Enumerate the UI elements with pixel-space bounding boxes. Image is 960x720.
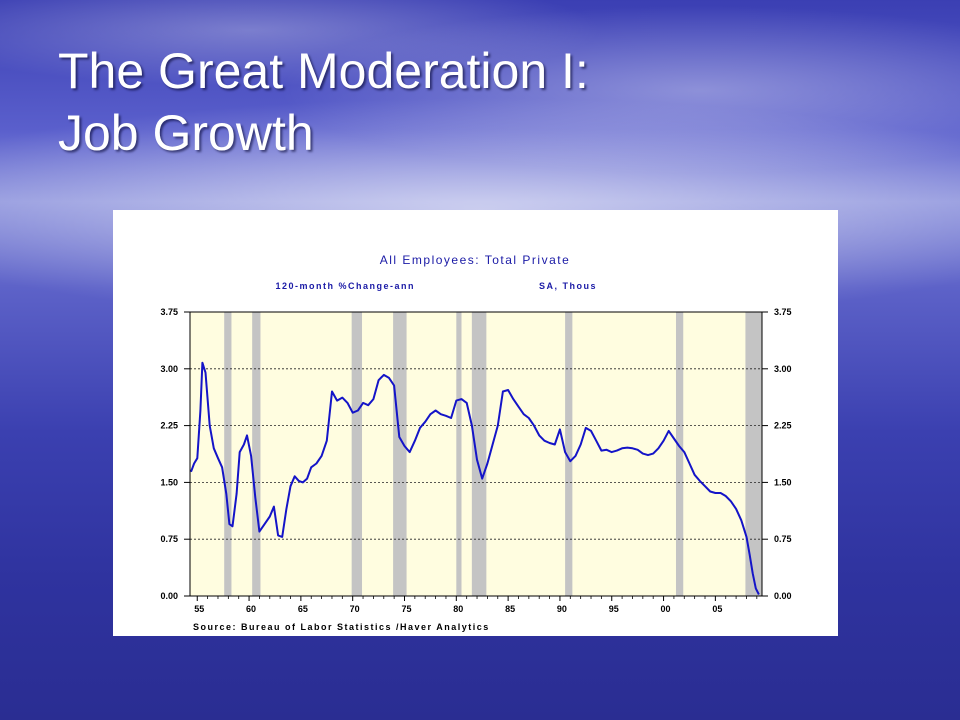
y-tick-label-left: 3.00 — [160, 364, 178, 374]
y-tick-label-left: 1.50 — [160, 477, 178, 487]
y-tick-label-left: 2.25 — [160, 421, 178, 431]
y-tick-label-left: 0.00 — [160, 591, 178, 601]
recession-band — [456, 312, 462, 596]
x-tick-label: 70 — [350, 604, 360, 614]
recession-band — [393, 312, 407, 596]
recession-band — [745, 312, 762, 596]
x-tick-label: 75 — [401, 604, 411, 614]
chart-card: All Employees: Total Private 120-month %… — [113, 210, 838, 636]
job-growth-chart: All Employees: Total Private 120-month %… — [160, 253, 792, 632]
x-tick-label: 60 — [246, 604, 256, 614]
slide-title: The Great Moderation I: Job Growth — [58, 40, 589, 164]
x-tick-label: 90 — [557, 604, 567, 614]
chart-subtitle-measure: 120-month %Change-ann — [275, 281, 415, 291]
y-tick-label-left: 3.75 — [160, 307, 178, 317]
recession-band — [224, 312, 232, 596]
x-tick-label: 05 — [712, 604, 722, 614]
slide-title-line-1: The Great Moderation I: — [58, 43, 589, 99]
x-tick-label: 55 — [194, 604, 204, 614]
y-tick-label-right: 1.50 — [774, 477, 792, 487]
y-tick-label-right: 0.00 — [774, 591, 792, 601]
x-tick-label: 80 — [453, 604, 463, 614]
plot-frame — [189, 311, 763, 597]
recession-band — [252, 312, 261, 596]
y-tick-label-right: 3.75 — [774, 307, 792, 317]
recession-band — [675, 312, 684, 596]
slide-title-line-2: Job Growth — [58, 105, 314, 161]
chart-title: All Employees: Total Private — [380, 253, 571, 267]
x-tick-label: 65 — [298, 604, 308, 614]
y-tick-label-left: 0.75 — [160, 534, 178, 544]
y-tick-label-right: 0.75 — [774, 534, 792, 544]
y-tick-label-right: 3.00 — [774, 364, 792, 374]
chart-source: Source: Bureau of Labor Statistics /Have… — [193, 622, 490, 632]
x-tick-label: 00 — [661, 604, 671, 614]
x-tick-label: 85 — [505, 604, 515, 614]
x-tick-label: 95 — [609, 604, 619, 614]
recession-band — [471, 312, 487, 596]
recession-band — [351, 312, 363, 596]
y-tick-label-right: 2.25 — [774, 421, 792, 431]
chart-subtitle-units: SA, Thous — [539, 281, 597, 291]
recession-band — [565, 312, 573, 596]
series-line — [190, 361, 760, 595]
